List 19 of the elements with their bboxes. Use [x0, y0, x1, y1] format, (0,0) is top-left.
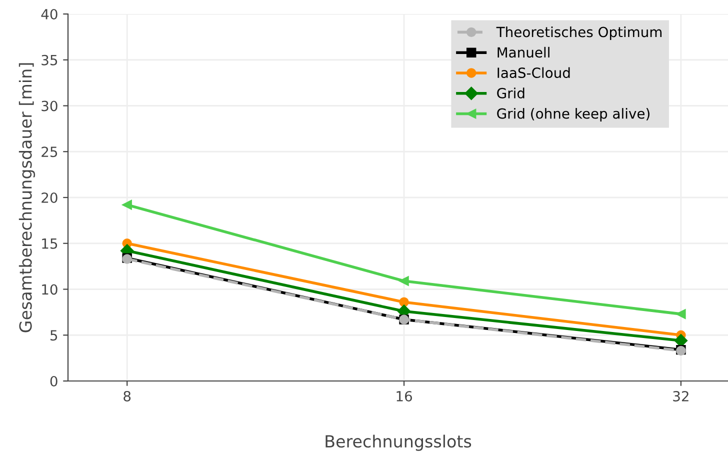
y-tick-label: 10 [42, 284, 58, 295]
legend-label: Theoretisches Optimum [496, 26, 662, 40]
x-tick-label: 8 [124, 390, 131, 402]
legend-label: IaaS-Cloud [498, 67, 570, 78]
y-tick-label: 15 [42, 238, 58, 249]
y-tick-label: 35 [42, 54, 58, 66]
y-tick-label: 25 [42, 146, 58, 158]
x-axis-title: Berechnungsslots [326, 434, 472, 451]
y-tick-label: 40 [41, 8, 58, 20]
y-tick-label: 5 [50, 330, 58, 341]
legend-label: Grid [497, 88, 524, 98]
x-tick-label: 16 [396, 390, 412, 402]
y-axis-title: Gesamtberechnungsdauer [min] [18, 63, 36, 332]
legend-label: Manuell [498, 46, 550, 58]
x-tick-label: 32 [673, 390, 688, 402]
y-tick-label: 20 [42, 192, 58, 203]
legend-label: Grid (ohne keep alive) [497, 108, 650, 122]
y-tick-label: 0 [50, 376, 58, 386]
y-tick-label: 30 [42, 100, 58, 112]
